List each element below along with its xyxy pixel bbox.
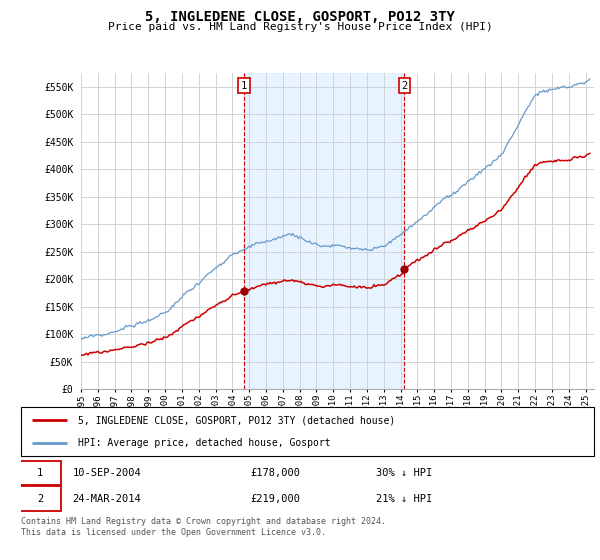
- Text: 5, INGLEDENE CLOSE, GOSPORT, PO12 3TY: 5, INGLEDENE CLOSE, GOSPORT, PO12 3TY: [145, 10, 455, 24]
- Text: 2: 2: [37, 493, 43, 503]
- Text: Price paid vs. HM Land Registry's House Price Index (HPI): Price paid vs. HM Land Registry's House …: [107, 22, 493, 32]
- Text: 2: 2: [401, 81, 407, 91]
- Text: 1: 1: [241, 81, 247, 91]
- FancyBboxPatch shape: [18, 461, 61, 486]
- Text: 5, INGLEDENE CLOSE, GOSPORT, PO12 3TY (detached house): 5, INGLEDENE CLOSE, GOSPORT, PO12 3TY (d…: [79, 416, 395, 426]
- FancyBboxPatch shape: [21, 407, 594, 456]
- Text: £178,000: £178,000: [250, 468, 300, 478]
- Text: 30% ↓ HPI: 30% ↓ HPI: [376, 468, 433, 478]
- Bar: [244, 73, 404, 389]
- Text: 1: 1: [37, 468, 43, 478]
- Text: 24-MAR-2014: 24-MAR-2014: [73, 493, 142, 503]
- Text: 10-SEP-2004: 10-SEP-2004: [73, 468, 142, 478]
- Text: Contains HM Land Registry data © Crown copyright and database right 2024.
This d: Contains HM Land Registry data © Crown c…: [21, 517, 386, 537]
- Text: £219,000: £219,000: [250, 493, 300, 503]
- Text: 21% ↓ HPI: 21% ↓ HPI: [376, 493, 433, 503]
- Text: HPI: Average price, detached house, Gosport: HPI: Average price, detached house, Gosp…: [79, 438, 331, 448]
- FancyBboxPatch shape: [18, 486, 61, 511]
